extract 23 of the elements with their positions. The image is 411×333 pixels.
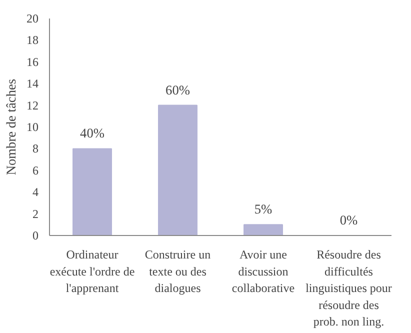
y-tick-label: 12 <box>26 98 38 112</box>
annotation: 5% <box>254 202 272 217</box>
annotation: 40% <box>80 126 104 141</box>
bar <box>244 224 283 236</box>
y-tick-label: 18 <box>26 33 38 48</box>
annotation: 60% <box>166 82 190 98</box>
y-tick-label: 8 <box>32 142 38 156</box>
x-tick-label: Résoudre des difficultés linguistiques pour résoudre des prob. non ling. <box>306 248 392 329</box>
y-tick-label: 6 <box>32 163 38 178</box>
y-tick-label: 2 <box>32 206 38 221</box>
x-tick-label: Ordinateur exécute l'ordre de l'apprenant <box>50 248 135 296</box>
y-tick-label: 14 <box>26 76 38 91</box>
bar <box>158 104 198 236</box>
bar <box>72 148 112 236</box>
x-tick-label: Construire un texte ou des dialogues <box>144 248 211 296</box>
annotation: 0% <box>340 212 358 228</box>
y-tick-label: 10 <box>26 120 38 134</box>
y-tick-label: 16 <box>26 54 38 69</box>
x-tick-label: Avoir une discussion collaborative <box>232 248 295 296</box>
y-tick-label: 4 <box>32 185 38 200</box>
y-tick-label: 0 <box>32 228 38 242</box>
y-tick-label: 20 <box>26 12 38 26</box>
y-axis-title: Nombre de tâches <box>4 78 18 176</box>
